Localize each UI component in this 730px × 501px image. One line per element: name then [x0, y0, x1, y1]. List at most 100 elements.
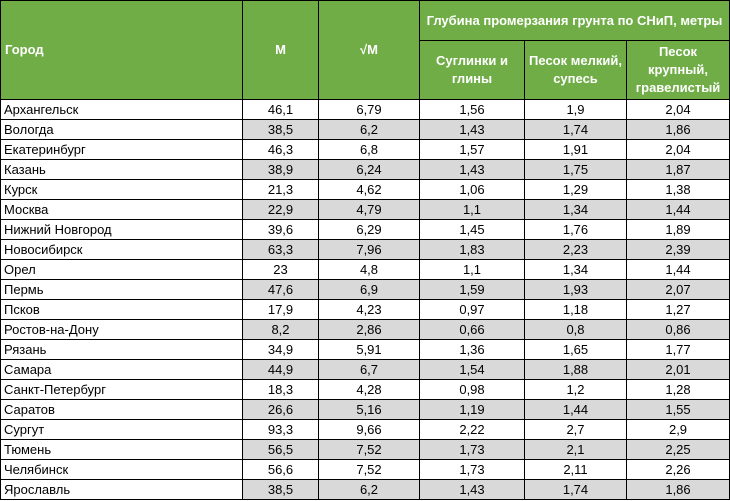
- m-cell: 46,1: [242, 99, 319, 120]
- city-cell: Казань: [0, 159, 243, 180]
- table-row: Рязань 34,9 5,91 1,36 1,65 1,77: [0, 339, 730, 360]
- fine-sand-cell: 1,88: [524, 359, 627, 380]
- city-cell: Новосибирск: [0, 239, 243, 260]
- coarse-sand-cell: 1,89: [625, 219, 730, 240]
- m-cell: 93,3: [242, 419, 319, 440]
- sqrt-m-cell: 6,29: [318, 219, 420, 240]
- city-cell: Нижний Новгород: [0, 219, 243, 240]
- city-cell: Тюмень: [0, 439, 243, 460]
- loam-cell: 1,54: [419, 359, 525, 380]
- loam-cell: 1,56: [419, 99, 525, 120]
- loam-cell: 1,43: [419, 479, 525, 500]
- city-cell: Ярославль: [0, 479, 243, 500]
- city-cell: Екатеринбург: [0, 139, 243, 160]
- m-cell: 47,6: [242, 279, 319, 300]
- table-row: Ярославль 38,5 6,2 1,43 1,74 1,86: [0, 479, 730, 500]
- sqrt-m-cell: 7,96: [318, 239, 420, 260]
- m-cell: 23: [242, 259, 319, 280]
- table-row: Орел 23 4,8 1,1 1,34 1,44: [0, 259, 730, 280]
- loam-cell: 1,57: [419, 139, 525, 160]
- city-cell: Курск: [0, 179, 243, 200]
- loam-cell: 0,97: [419, 299, 525, 320]
- sqrt-m-cell: 7,52: [318, 439, 420, 460]
- sqrt-m-cell: 6,8: [318, 139, 420, 160]
- table-row: Москва 22,9 4,79 1,1 1,34 1,44: [0, 199, 730, 220]
- fine-sand-cell: 1,29: [524, 179, 627, 200]
- coarse-sand-cell: 2,39: [625, 239, 730, 260]
- loam-cell: 1,73: [419, 439, 525, 460]
- sqrt-m-cell: 6,24: [318, 159, 420, 180]
- loam-cell: 1,06: [419, 179, 525, 200]
- sqrt-m-cell: 7,52: [318, 459, 420, 480]
- table-row: Курск 21,3 4,62 1,06 1,29 1,38: [0, 179, 730, 200]
- fine-sand-cell: 2,7: [524, 419, 627, 440]
- header-sqrt-m: √M: [318, 0, 420, 100]
- loam-cell: 1,73: [419, 459, 525, 480]
- city-cell: Москва: [0, 199, 243, 220]
- fine-sand-cell: 1,93: [524, 279, 627, 300]
- m-cell: 46,3: [242, 139, 319, 160]
- sqrt-m-cell: 4,62: [318, 179, 420, 200]
- loam-cell: 2,22: [419, 419, 525, 440]
- table-row: Псков 17,9 4,23 0,97 1,18 1,27: [0, 299, 730, 320]
- m-cell: 8,2: [242, 319, 319, 340]
- sqrt-m-cell: 4,8: [318, 259, 420, 280]
- city-cell: Орел: [0, 259, 243, 280]
- fine-sand-cell: 1,34: [524, 259, 627, 280]
- coarse-sand-cell: 1,27: [625, 299, 730, 320]
- city-cell: Вологда: [0, 119, 243, 140]
- loam-cell: 1,1: [419, 199, 525, 220]
- loam-cell: 1,83: [419, 239, 525, 260]
- table-row: Санкт-Петербург 18,3 4,28 0,98 1,2 1,28: [0, 379, 730, 400]
- table-row: Сургут 93,3 9,66 2,22 2,7 2,9: [0, 419, 730, 440]
- sqrt-m-cell: 4,28: [318, 379, 420, 400]
- header-depth-group: Глубина промерзания грунта по СНиП, метр…: [418, 0, 730, 41]
- header-fine-sand: Песок мелкий, супесь: [524, 40, 627, 100]
- fine-sand-cell: 1,91: [524, 139, 627, 160]
- fine-sand-cell: 1,74: [524, 479, 627, 500]
- sqrt-m-cell: 6,9: [318, 279, 420, 300]
- m-cell: 38,5: [242, 119, 319, 140]
- fine-sand-cell: 1,9: [524, 99, 627, 120]
- table-row: Нижний Новгород 39,6 6,29 1,45 1,76 1,89: [0, 219, 730, 240]
- coarse-sand-cell: 2,04: [625, 139, 730, 160]
- coarse-sand-cell: 1,38: [625, 179, 730, 200]
- coarse-sand-cell: 1,77: [625, 339, 730, 360]
- loam-cell: 0,66: [419, 319, 525, 340]
- coarse-sand-cell: 2,25: [625, 439, 730, 460]
- city-cell: Самара: [0, 359, 243, 380]
- city-cell: Сургут: [0, 419, 243, 440]
- fine-sand-cell: 1,18: [524, 299, 627, 320]
- sqrt-m-cell: 9,66: [318, 419, 420, 440]
- coarse-sand-cell: 2,26: [625, 459, 730, 480]
- m-cell: 44,9: [242, 359, 319, 380]
- city-cell: Саратов: [0, 399, 243, 420]
- fine-sand-cell: 2,23: [524, 239, 627, 260]
- table-row: Новосибирск 63,3 7,96 1,83 2,23 2,39: [0, 239, 730, 260]
- fine-sand-cell: 1,65: [524, 339, 627, 360]
- sqrt-m-cell: 5,91: [318, 339, 420, 360]
- m-cell: 38,5: [242, 479, 319, 500]
- table-row: Саратов 26,6 5,16 1,19 1,44 1,55: [0, 399, 730, 420]
- coarse-sand-cell: 0,86: [625, 319, 730, 340]
- fine-sand-cell: 2,11: [524, 459, 627, 480]
- fine-sand-cell: 1,2: [524, 379, 627, 400]
- table-row: Челябинск 56,6 7,52 1,73 2,11 2,26: [0, 459, 730, 480]
- city-cell: Рязань: [0, 339, 243, 360]
- fine-sand-cell: 1,44: [524, 399, 627, 420]
- city-cell: Псков: [0, 299, 243, 320]
- m-cell: 38,9: [242, 159, 319, 180]
- table-row: Пермь 47,6 6,9 1,59 1,93 2,07: [0, 279, 730, 300]
- table-row: Екатеринбург 46,3 6,8 1,57 1,91 2,04: [0, 139, 730, 160]
- coarse-sand-cell: 1,86: [625, 119, 730, 140]
- loam-cell: 1,19: [419, 399, 525, 420]
- coarse-sand-cell: 1,44: [625, 259, 730, 280]
- table-row: Казань 38,9 6,24 1,43 1,75 1,87: [0, 159, 730, 180]
- fine-sand-cell: 1,34: [524, 199, 627, 220]
- table-row: Ростов-на-Дону 8,2 2,86 0,66 0,8 0,86: [0, 319, 730, 340]
- m-cell: 17,9: [242, 299, 319, 320]
- city-cell: Архангельск: [0, 99, 243, 120]
- loam-cell: 1,43: [419, 159, 525, 180]
- m-cell: 34,9: [242, 339, 319, 360]
